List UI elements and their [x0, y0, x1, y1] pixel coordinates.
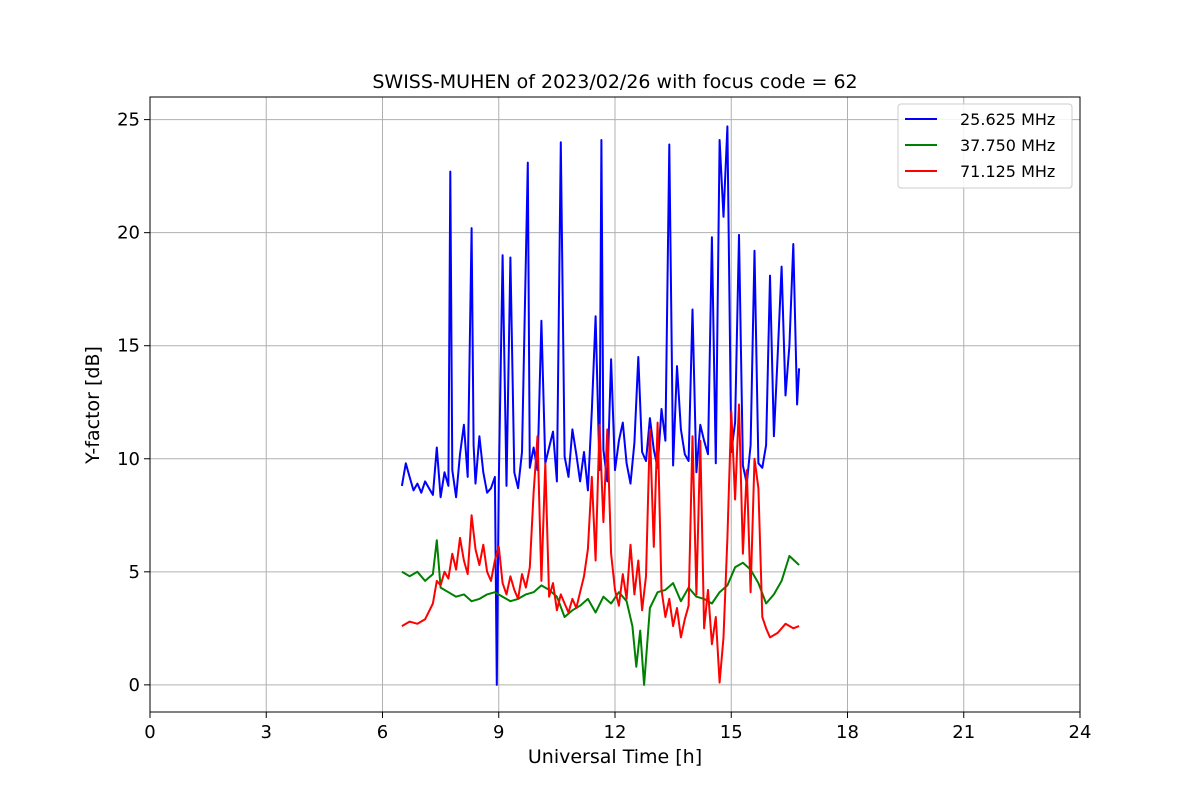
legend: 25.625 MHz 37.750 MHz 71.125 MHz [897, 103, 1073, 189]
y-tick-label: 10 [117, 449, 140, 470]
y-tick-label: 5 [129, 562, 140, 583]
x-tick-label: 15 [720, 722, 743, 743]
series-line-1 [401, 539, 800, 686]
y-axis-label: Y-factor [dB] [82, 346, 104, 465]
x-tick-label: 21 [952, 722, 975, 743]
x-tick-label: 3 [261, 722, 272, 743]
x-tick-label: 0 [144, 722, 155, 743]
plot-area [149, 96, 1081, 713]
y-tick-label: 15 [117, 336, 140, 357]
y-tick-label: 25 [117, 110, 140, 131]
x-axis: 0 3 6 9 12 15 18 21 24 [144, 712, 1091, 743]
y-tick-label: 0 [129, 675, 140, 696]
x-tick-label: 18 [836, 722, 859, 743]
x-axis-label: Universal Time [h] [528, 746, 702, 768]
x-tick-label: 24 [1069, 722, 1092, 743]
series-lines [400, 125, 801, 686]
x-tick-label: 9 [493, 722, 504, 743]
y-tick-label: 20 [117, 223, 140, 244]
chart-title: SWISS-MUHEN of 2023/02/26 with focus cod… [372, 71, 857, 93]
legend-box [897, 103, 1073, 189]
legend-label-0: 25.625 MHz [960, 110, 1055, 129]
legend-label-1: 37.750 MHz [960, 136, 1055, 155]
x-tick-label: 12 [604, 722, 627, 743]
series-line-2 [401, 403, 800, 684]
x-tick-label: 6 [377, 722, 388, 743]
y-axis: 0 5 10 15 20 25 [117, 110, 150, 696]
legend-label-2: 71.125 MHz [960, 162, 1055, 181]
